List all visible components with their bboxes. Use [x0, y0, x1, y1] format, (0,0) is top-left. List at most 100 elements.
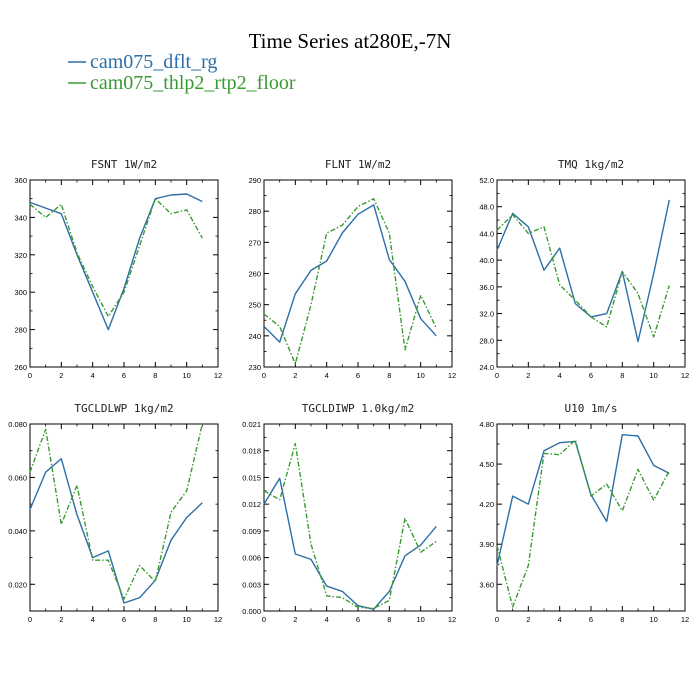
y-tick-label: 3.60	[479, 580, 494, 589]
x-tick-label: 4	[325, 371, 329, 380]
y-tick-label: 52.0	[479, 176, 494, 185]
x-tick-label: 10	[649, 615, 657, 624]
x-tick-label: 2	[59, 371, 63, 380]
x-tick-label: 8	[153, 371, 157, 380]
panel-title: TGCLDIWP 1.0kg/m2	[302, 402, 415, 415]
y-tick-label: 0.020	[8, 580, 27, 589]
x-tick-label: 12	[448, 371, 456, 380]
x-tick-label: 2	[293, 371, 297, 380]
x-tick-label: 10	[182, 615, 190, 624]
series-line-floor	[263, 442, 437, 609]
x-tick-label: 2	[59, 615, 63, 624]
y-tick-label: 0.006	[242, 554, 261, 563]
y-tick-label: 48.0	[479, 203, 494, 212]
x-tick-label: 2	[293, 615, 297, 624]
panel-title: TGCLDLWP 1kg/m2	[74, 402, 173, 415]
panel-title: FLNT 1W/m2	[325, 158, 391, 171]
y-tick-label: 280	[14, 326, 27, 335]
y-tick-label: 320	[14, 251, 27, 260]
y-tick-label: 270	[248, 238, 261, 247]
y-tick-label: 44.0	[479, 229, 494, 238]
plot-frame	[263, 423, 453, 612]
x-tick-label: 0	[262, 371, 266, 380]
x-tick-label: 12	[448, 615, 456, 624]
x-tick-label: 12	[214, 615, 222, 624]
legend-label-0: cam075_dflt_rg	[90, 51, 217, 73]
legend-label-1: cam075_thlp2_rtp2_floor	[90, 72, 296, 94]
x-tick-label: 4	[91, 615, 95, 624]
x-tick-label: 4	[91, 371, 95, 380]
x-tick-label: 10	[649, 371, 657, 380]
series-line-floor	[263, 197, 437, 365]
series-line-dflt	[263, 204, 437, 343]
x-tick-label: 10	[182, 371, 190, 380]
x-tick-label: 0	[28, 371, 32, 380]
plot-frame	[496, 423, 686, 612]
panel-0: FSNT 1W/m2 0 2 4 6 8 10 12 260 280 300 320 340 360	[14, 158, 222, 380]
y-tick-label: 0.021	[242, 420, 261, 429]
series-line-floor	[496, 213, 670, 338]
y-tick-label: 4.80	[479, 420, 494, 429]
panel-5: U10 1m/s 0 2 4 6 8 10 12 3.60 3.90 4.20 4.50 4.80	[479, 402, 689, 624]
y-tick-label: 0.080	[8, 420, 27, 429]
x-tick-label: 8	[620, 615, 624, 624]
plot-frame	[29, 179, 219, 368]
x-tick-label: 6	[589, 615, 593, 624]
y-tick-label: 32.0	[479, 310, 494, 319]
figure-title: Time Series at280E,-7N	[249, 29, 452, 53]
x-tick-label: 12	[681, 371, 689, 380]
x-tick-label: 2	[526, 371, 530, 380]
x-tick-label: 2	[526, 615, 530, 624]
y-tick-label: 260	[14, 363, 27, 372]
series-line-dflt	[29, 458, 203, 604]
x-tick-label: 4	[558, 615, 562, 624]
x-tick-label: 8	[387, 371, 391, 380]
x-tick-label: 6	[122, 371, 126, 380]
y-tick-label: 4.50	[479, 460, 494, 469]
y-tick-label: 360	[14, 176, 27, 185]
y-tick-label: 0.009	[242, 527, 261, 536]
panel-1: FLNT 1W/m2 0 2 4 6 8 10 12 230 240 250 260 270 280 290	[248, 158, 456, 380]
panel-title: TMQ 1kg/m2	[558, 158, 624, 171]
plot-frame	[496, 179, 686, 368]
y-tick-label: 240	[248, 332, 261, 341]
y-tick-label: 0.003	[242, 580, 261, 589]
y-tick-label: 3.90	[479, 540, 494, 549]
y-tick-label: 0.015	[242, 473, 261, 482]
y-tick-label: 280	[248, 207, 261, 216]
plot-frame	[263, 179, 453, 368]
x-tick-label: 12	[681, 615, 689, 624]
y-tick-label: 28.0	[479, 336, 494, 345]
panels: FSNT 1W/m20 2 4 6 8 10 12260280300320340360FLN…	[8, 158, 689, 624]
x-tick-label: 6	[356, 371, 360, 380]
x-tick-label: 0	[262, 615, 266, 624]
y-tick-label: 0.060	[8, 473, 27, 482]
plot-frame	[29, 423, 219, 612]
y-tick-label: 340	[14, 213, 27, 222]
x-tick-label: 0	[28, 615, 32, 624]
y-tick-label: 24.0	[479, 363, 494, 372]
x-tick-label: 8	[620, 371, 624, 380]
y-tick-label: 230	[248, 363, 261, 372]
y-tick-label: 0.040	[8, 527, 27, 536]
y-tick-label: 4.20	[479, 500, 494, 509]
y-tick-label: 36.0	[479, 283, 494, 292]
x-tick-label: 8	[387, 615, 391, 624]
x-tick-label: 0	[495, 615, 499, 624]
x-tick-label: 6	[356, 615, 360, 624]
x-tick-label: 0	[495, 371, 499, 380]
x-tick-label: 12	[214, 371, 222, 380]
y-tick-label: 0.018	[242, 447, 261, 456]
x-tick-label: 10	[416, 371, 424, 380]
panel-title: FSNT 1W/m2	[91, 158, 157, 171]
x-tick-label: 6	[589, 371, 593, 380]
series-line-floor	[496, 439, 670, 608]
y-tick-label: 250	[248, 301, 261, 310]
series-line-dflt	[29, 193, 203, 331]
panel-2: TMQ 1kg/m2 0 2 4 6 8 10 12 24.0 28.0 32.0 36.0 40.0 4…	[479, 158, 689, 380]
y-tick-label: 0.012	[242, 500, 261, 509]
x-tick-label: 4	[325, 615, 329, 624]
series-line-dflt	[496, 199, 670, 343]
